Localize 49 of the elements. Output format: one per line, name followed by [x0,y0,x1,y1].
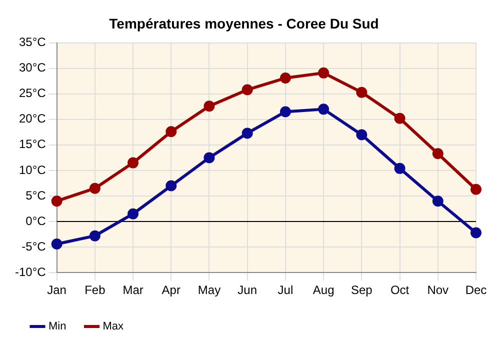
legend-label: Max [102,320,124,333]
point [432,148,444,160]
x-tick-label: Aug [312,283,334,298]
point [166,180,177,192]
y-tick-label: -5°C [22,239,46,254]
y-tick-label: 15°C [18,137,46,152]
point [242,84,253,96]
point [242,128,253,139]
x-tick-label: Apr [162,283,180,298]
point [470,184,482,195]
point [356,129,368,140]
y-tick-label: 5°C [26,188,46,202]
y-tick-label: 30°C [18,60,46,75]
x-tick-label: Mar [122,283,144,298]
point [318,104,330,115]
point [204,152,215,164]
y-tick-label: 10°C [18,162,46,177]
y-tick-label: 35°C [18,35,46,50]
x-tick-label: Dec [465,283,487,298]
point [280,106,291,118]
point [89,182,100,194]
point [128,208,139,220]
point [432,196,444,207]
point [394,162,406,174]
x-tick-label: Nov [427,283,449,298]
x-tick-label: May [198,283,221,298]
point [470,227,482,238]
x-tick-label: Jul [278,283,294,298]
point [51,196,62,207]
legend-label: Min [48,320,66,333]
chart-title: Températures moyennes - Coree Du Sud [109,15,379,32]
x-tick-label: Jun [238,283,258,298]
y-tick-label: 20°C [18,112,46,126]
point [204,100,215,112]
point [280,72,291,84]
point [356,86,368,98]
y-tick-label: -10°C [14,264,46,279]
y-tick-label: 0°C [26,214,46,228]
x-tick-label: Sep [350,283,373,298]
point [51,238,62,250]
point [89,230,100,242]
x-tick-label: Jan [47,283,66,298]
y-tick-label: 25°C [18,86,46,100]
point [394,112,406,124]
point [318,67,330,78]
point [128,157,139,168]
x-tick-label: Oct [390,283,410,298]
point [166,126,177,138]
x-tick-label: Feb [84,283,106,298]
